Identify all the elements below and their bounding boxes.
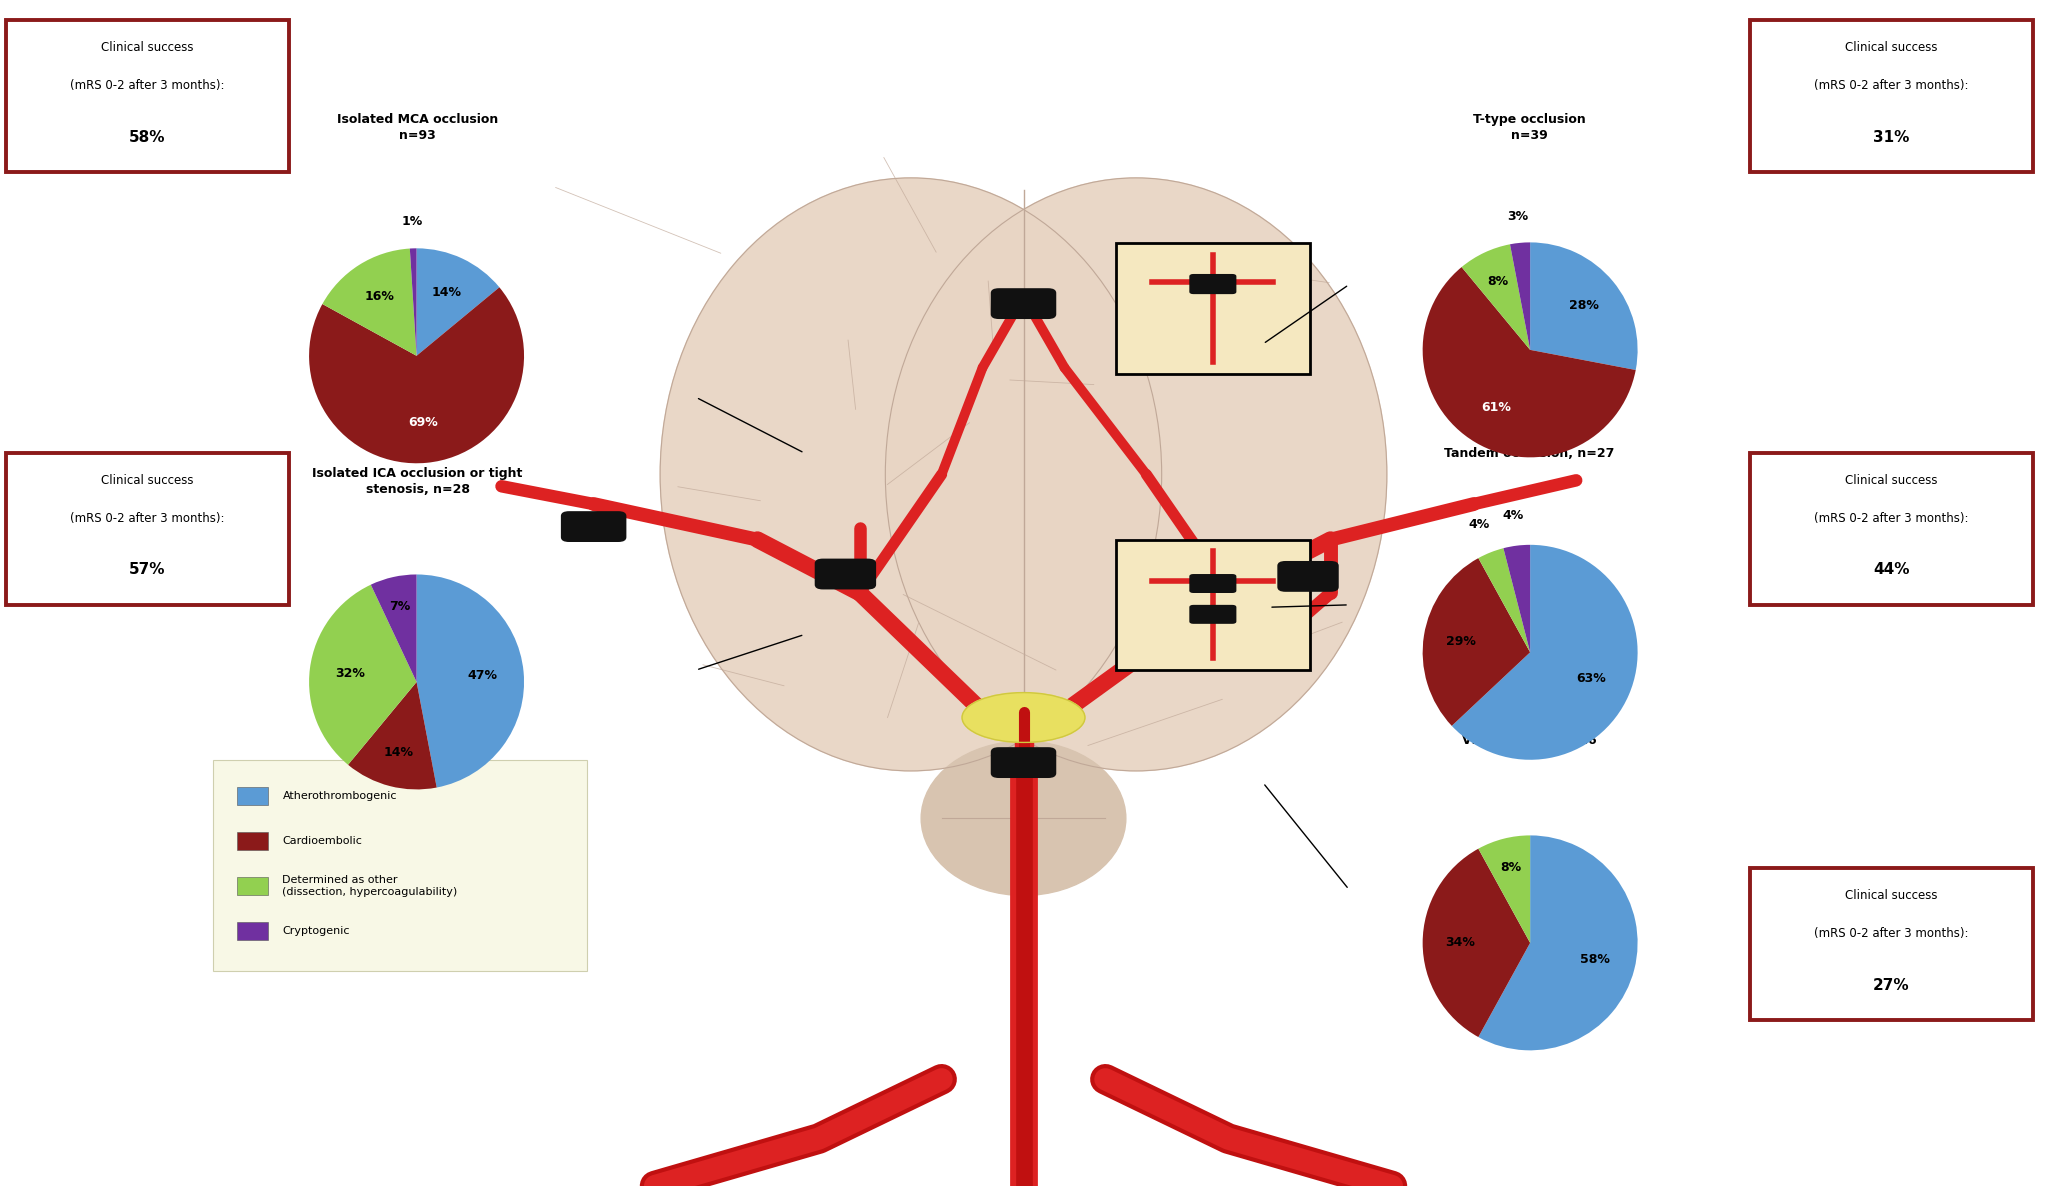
Wedge shape [1423, 559, 1531, 726]
Text: 47%: 47% [469, 669, 497, 682]
Text: 16%: 16% [364, 291, 395, 304]
Wedge shape [1423, 849, 1531, 1037]
Text: Clinical success: Clinical success [1844, 42, 1939, 55]
Text: 7%: 7% [389, 600, 409, 613]
Ellipse shape [921, 741, 1126, 895]
FancyBboxPatch shape [1277, 561, 1339, 592]
FancyBboxPatch shape [1189, 605, 1236, 624]
Text: Isolated MCA occlusion
n=93: Isolated MCA occlusion n=93 [338, 114, 497, 142]
Text: 31%: 31% [1873, 129, 1910, 145]
Wedge shape [371, 574, 418, 682]
Text: 14%: 14% [432, 286, 461, 299]
FancyBboxPatch shape [1750, 20, 2033, 172]
FancyBboxPatch shape [213, 760, 587, 971]
Text: 1%: 1% [401, 215, 424, 228]
Wedge shape [1462, 244, 1531, 350]
FancyBboxPatch shape [6, 20, 289, 172]
Text: 61%: 61% [1482, 401, 1511, 414]
FancyBboxPatch shape [815, 559, 876, 589]
Text: VB occlusion, n=26: VB occlusion, n=26 [1462, 734, 1597, 747]
Text: 4%: 4% [1502, 509, 1523, 522]
Text: 44%: 44% [1873, 562, 1910, 578]
Text: 14%: 14% [383, 746, 413, 759]
Text: (mRS 0-2 after 3 months):: (mRS 0-2 after 3 months): [1814, 927, 1969, 940]
Text: 3%: 3% [1507, 210, 1527, 223]
Wedge shape [348, 682, 436, 790]
Wedge shape [1478, 835, 1638, 1051]
Text: Clinical success: Clinical success [100, 42, 194, 55]
Text: 34%: 34% [1445, 937, 1476, 949]
Wedge shape [1478, 835, 1531, 943]
Wedge shape [1502, 544, 1531, 652]
FancyBboxPatch shape [1750, 453, 2033, 605]
FancyBboxPatch shape [1116, 243, 1310, 374]
Ellipse shape [962, 693, 1085, 742]
Wedge shape [1511, 242, 1531, 350]
FancyBboxPatch shape [561, 511, 626, 542]
Ellipse shape [659, 178, 1161, 771]
Text: 27%: 27% [1873, 977, 1910, 993]
Text: (mRS 0-2 after 3 months):: (mRS 0-2 after 3 months): [1814, 512, 1969, 525]
Text: Clinical success: Clinical success [100, 474, 194, 487]
Text: 29%: 29% [1445, 635, 1476, 648]
FancyBboxPatch shape [991, 747, 1056, 778]
FancyBboxPatch shape [1189, 574, 1236, 593]
Text: Isolated ICA occlusion or tight
stenosis, n=28: Isolated ICA occlusion or tight stenosis… [313, 467, 522, 496]
FancyBboxPatch shape [237, 833, 268, 849]
Wedge shape [1451, 544, 1638, 760]
Wedge shape [1423, 267, 1636, 458]
FancyBboxPatch shape [237, 878, 268, 895]
Text: Cryptogenic: Cryptogenic [282, 926, 350, 936]
Wedge shape [309, 287, 524, 464]
FancyBboxPatch shape [991, 288, 1056, 319]
Text: 28%: 28% [1568, 299, 1599, 312]
Wedge shape [409, 248, 418, 356]
Text: Tandem occlusion, n=27: Tandem occlusion, n=27 [1443, 447, 1615, 460]
Text: 57%: 57% [129, 562, 166, 578]
FancyBboxPatch shape [237, 788, 268, 805]
Text: 63%: 63% [1576, 672, 1607, 686]
Text: Determined as other
(dissection, hypercoagulability): Determined as other (dissection, hyperco… [282, 875, 459, 897]
FancyBboxPatch shape [1189, 274, 1236, 294]
Text: 69%: 69% [407, 415, 438, 428]
Text: (mRS 0-2 after 3 months):: (mRS 0-2 after 3 months): [70, 79, 225, 93]
Wedge shape [416, 248, 499, 356]
Text: (mRS 0-2 after 3 months):: (mRS 0-2 after 3 months): [1814, 79, 1969, 93]
Text: Clinical success: Clinical success [1844, 474, 1939, 487]
Wedge shape [321, 249, 416, 356]
Text: 58%: 58% [1580, 952, 1609, 965]
FancyBboxPatch shape [1116, 540, 1310, 670]
FancyBboxPatch shape [237, 923, 268, 940]
Text: Atherothrombogenic: Atherothrombogenic [282, 791, 397, 801]
Text: 8%: 8% [1488, 275, 1509, 288]
Wedge shape [1529, 242, 1638, 370]
FancyBboxPatch shape [6, 453, 289, 605]
Text: 32%: 32% [336, 667, 364, 680]
Wedge shape [309, 585, 418, 765]
Text: 8%: 8% [1500, 861, 1521, 874]
Text: 58%: 58% [129, 129, 166, 145]
Wedge shape [416, 574, 524, 788]
Text: (mRS 0-2 after 3 months):: (mRS 0-2 after 3 months): [70, 512, 225, 525]
FancyBboxPatch shape [1750, 868, 2033, 1020]
Text: Clinical success: Clinical success [1844, 890, 1939, 903]
Text: 4%: 4% [1470, 518, 1490, 531]
Text: T-type occlusion
n=39: T-type occlusion n=39 [1472, 114, 1586, 142]
Wedge shape [1478, 548, 1531, 652]
Ellipse shape [886, 178, 1388, 771]
Text: Cardioembolic: Cardioembolic [282, 836, 362, 846]
